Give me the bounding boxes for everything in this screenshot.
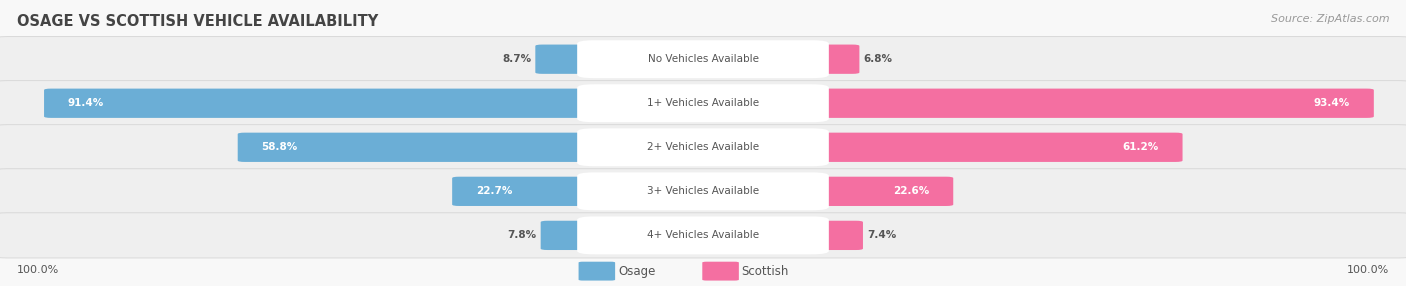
Text: 7.4%: 7.4% — [868, 231, 897, 240]
Text: 7.8%: 7.8% — [508, 231, 537, 240]
FancyBboxPatch shape — [0, 81, 1406, 126]
Text: Osage: Osage — [619, 265, 655, 278]
FancyBboxPatch shape — [806, 221, 863, 250]
Text: 100.0%: 100.0% — [1347, 265, 1389, 275]
FancyBboxPatch shape — [44, 89, 602, 118]
FancyBboxPatch shape — [0, 37, 1406, 82]
Text: OSAGE VS SCOTTISH VEHICLE AVAILABILITY: OSAGE VS SCOTTISH VEHICLE AVAILABILITY — [17, 14, 378, 29]
Text: 22.7%: 22.7% — [477, 186, 512, 196]
Text: 2+ Vehicles Available: 2+ Vehicles Available — [647, 142, 759, 152]
FancyBboxPatch shape — [0, 169, 1406, 214]
FancyBboxPatch shape — [238, 133, 602, 162]
Text: 1+ Vehicles Available: 1+ Vehicles Available — [647, 98, 759, 108]
Text: 100.0%: 100.0% — [17, 265, 59, 275]
FancyBboxPatch shape — [578, 217, 828, 254]
FancyBboxPatch shape — [578, 172, 828, 210]
Text: 8.7%: 8.7% — [502, 54, 531, 64]
FancyBboxPatch shape — [536, 45, 602, 74]
FancyBboxPatch shape — [806, 133, 1182, 162]
Text: Source: ZipAtlas.com: Source: ZipAtlas.com — [1271, 14, 1389, 24]
FancyBboxPatch shape — [0, 213, 1406, 258]
FancyBboxPatch shape — [578, 128, 828, 166]
Text: 6.8%: 6.8% — [863, 54, 893, 64]
FancyBboxPatch shape — [806, 177, 953, 206]
Text: 58.8%: 58.8% — [262, 142, 298, 152]
Text: 93.4%: 93.4% — [1313, 98, 1350, 108]
FancyBboxPatch shape — [578, 40, 828, 78]
FancyBboxPatch shape — [578, 84, 828, 122]
FancyBboxPatch shape — [453, 177, 602, 206]
Text: 22.6%: 22.6% — [893, 186, 929, 196]
Text: 61.2%: 61.2% — [1122, 142, 1159, 152]
Text: 4+ Vehicles Available: 4+ Vehicles Available — [647, 231, 759, 240]
FancyBboxPatch shape — [541, 221, 602, 250]
Text: Scottish: Scottish — [742, 265, 789, 278]
FancyBboxPatch shape — [0, 125, 1406, 170]
Text: 91.4%: 91.4% — [67, 98, 104, 108]
FancyBboxPatch shape — [806, 45, 859, 74]
FancyBboxPatch shape — [702, 262, 740, 281]
FancyBboxPatch shape — [579, 262, 616, 281]
FancyBboxPatch shape — [806, 89, 1374, 118]
Text: No Vehicles Available: No Vehicles Available — [648, 54, 758, 64]
Text: 3+ Vehicles Available: 3+ Vehicles Available — [647, 186, 759, 196]
